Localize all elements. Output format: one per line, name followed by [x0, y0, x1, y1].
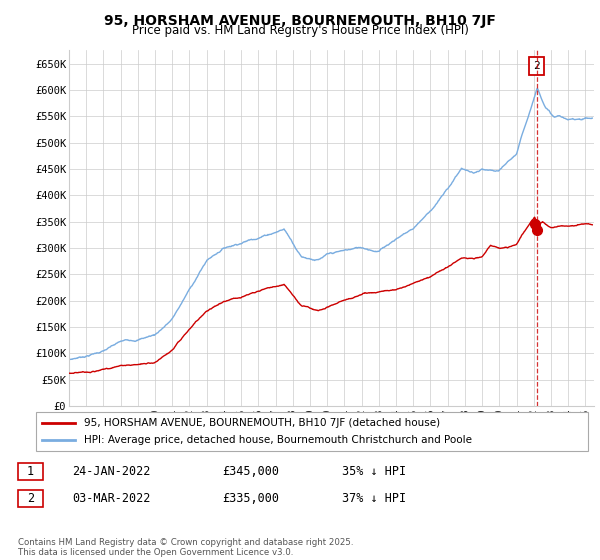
Text: 35% ↓ HPI: 35% ↓ HPI	[342, 465, 406, 478]
Text: Contains HM Land Registry data © Crown copyright and database right 2025.
This d: Contains HM Land Registry data © Crown c…	[18, 538, 353, 557]
Text: 37% ↓ HPI: 37% ↓ HPI	[342, 492, 406, 505]
Text: 2: 2	[533, 61, 540, 71]
Text: 95, HORSHAM AVENUE, BOURNEMOUTH, BH10 7JF: 95, HORSHAM AVENUE, BOURNEMOUTH, BH10 7J…	[104, 14, 496, 28]
Text: HPI: Average price, detached house, Bournemouth Christchurch and Poole: HPI: Average price, detached house, Bour…	[84, 435, 472, 445]
Text: 03-MAR-2022: 03-MAR-2022	[72, 492, 151, 505]
Text: 1: 1	[27, 465, 34, 478]
Text: 95, HORSHAM AVENUE, BOURNEMOUTH, BH10 7JF (detached house): 95, HORSHAM AVENUE, BOURNEMOUTH, BH10 7J…	[84, 418, 440, 428]
Text: £335,000: £335,000	[222, 492, 279, 505]
Text: £345,000: £345,000	[222, 465, 279, 478]
Text: 2: 2	[27, 492, 34, 505]
Text: Price paid vs. HM Land Registry's House Price Index (HPI): Price paid vs. HM Land Registry's House …	[131, 24, 469, 37]
Text: 24-JAN-2022: 24-JAN-2022	[72, 465, 151, 478]
